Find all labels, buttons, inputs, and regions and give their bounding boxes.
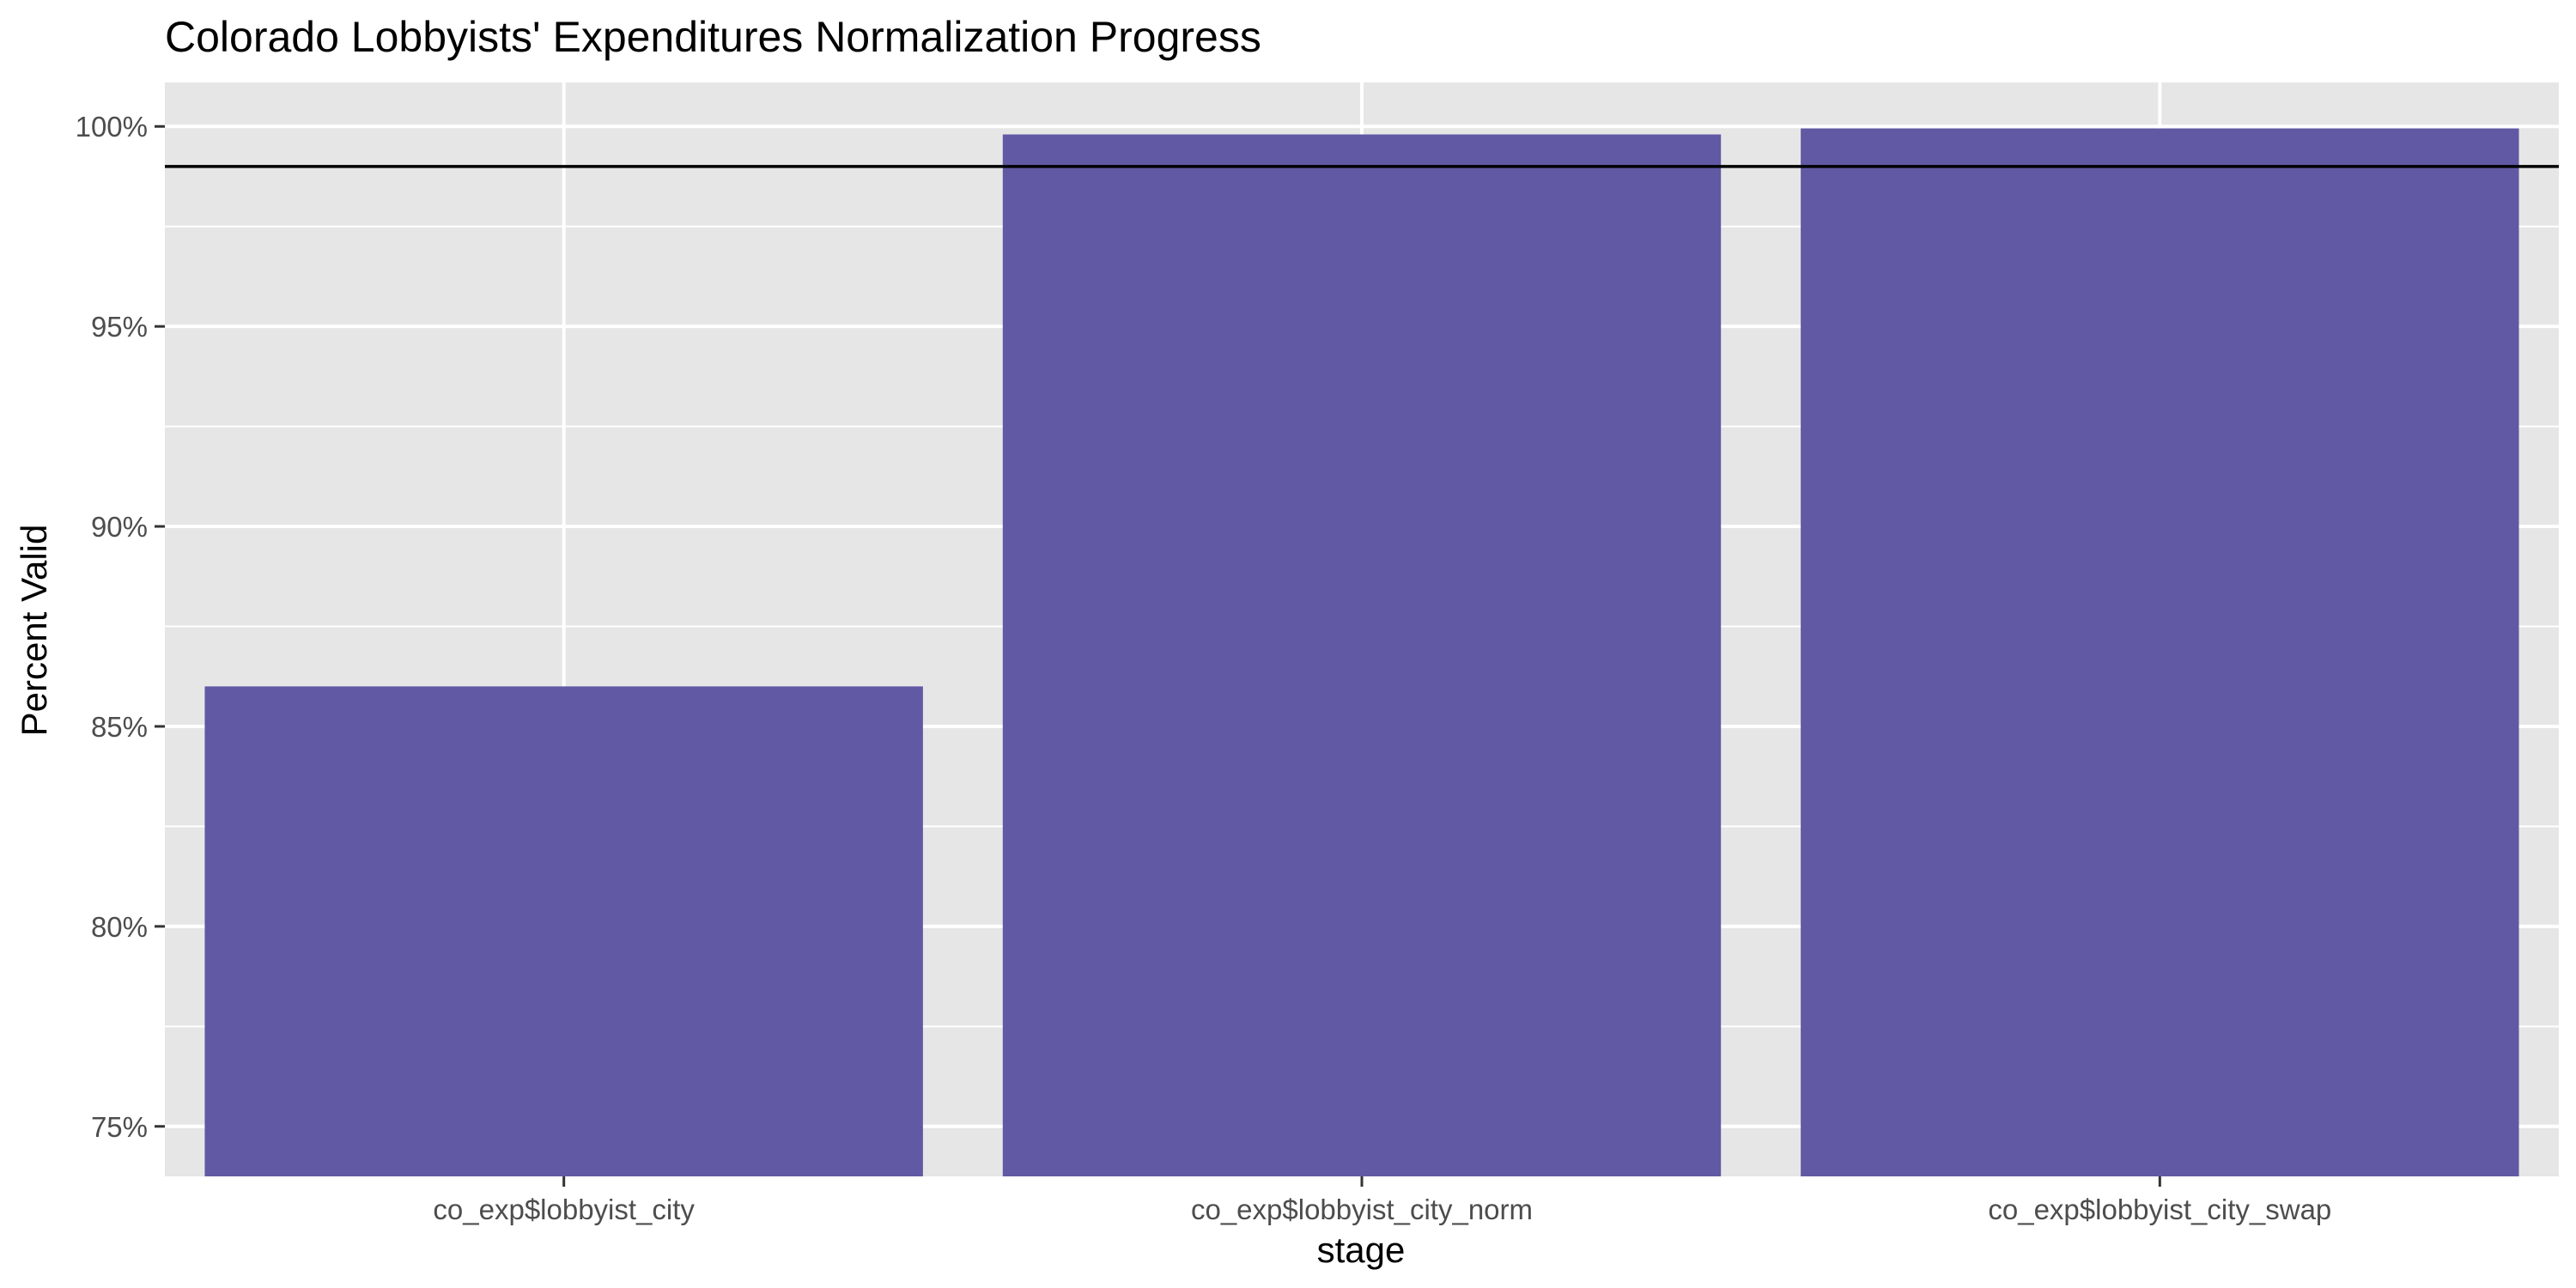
x-tick-label: co_exp$lobbyist_city [433,1194,695,1225]
bars [204,128,2519,1176]
x-tick-label: co_exp$lobbyist_city_norm [1191,1194,1533,1225]
y-tick-label: 80% [91,911,148,943]
y-tick-label: 95% [91,311,148,343]
y-axis: 75% 80% 85% 90% 95% 100% [76,111,165,1143]
x-axis-title: stage [1317,1230,1406,1270]
x-axis: co_exp$lobbyist_city co_exp$lobbyist_city… [433,1176,2331,1225]
y-tick-label: 100% [76,111,148,143]
y-axis-title: Percent Valid [14,525,54,737]
bar-3 [1801,128,2519,1176]
y-tick-label: 75% [91,1111,148,1143]
bar-2 [1002,134,1722,1176]
y-tick-label: 85% [91,711,148,743]
x-tick-label: co_exp$lobbyist_city_swap [1988,1194,2331,1225]
y-tick-label: 90% [91,511,148,543]
bar-1 [204,686,923,1176]
chart-title: Colorado Lobbyists' Expenditures Normali… [165,13,1261,61]
